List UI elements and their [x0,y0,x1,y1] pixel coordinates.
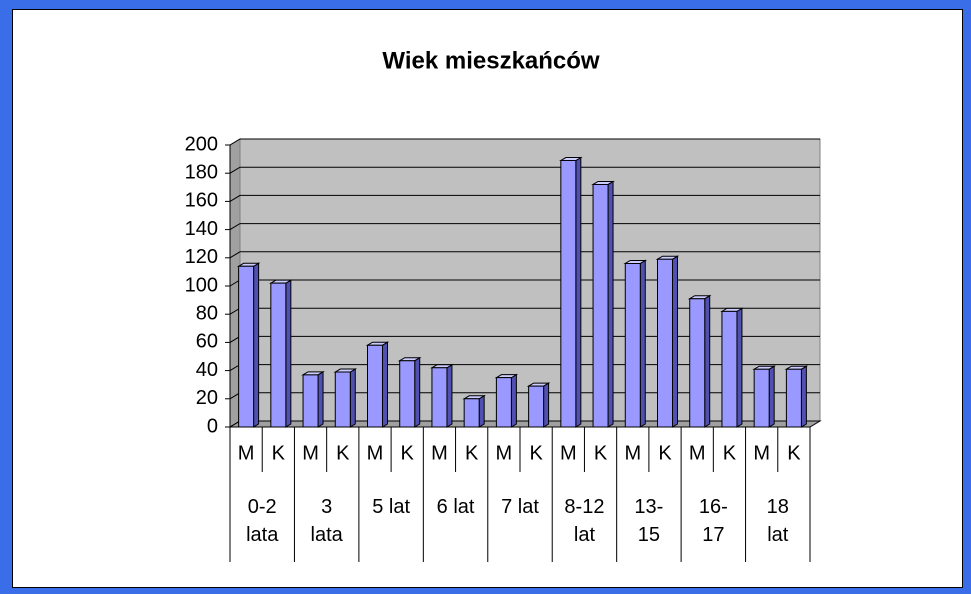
y-tick-label: 60 [196,331,218,353]
bar [591,180,615,428]
bar [526,382,551,428]
x-tick-label: M [560,442,577,464]
bar [655,255,680,428]
y-tick-label: 180 [185,161,218,183]
bar [720,307,744,428]
x-tick-label: K [594,442,608,464]
x-tick-label: K [272,442,286,464]
group-label: 3 lata [310,496,343,546]
group-label: 8-12 lat [564,496,605,546]
x-tick-label: K [658,442,672,464]
x-tick-label: K [529,442,543,464]
bar [269,279,293,428]
group-label: 5 lat [372,496,411,518]
x-tick-label: K [465,442,479,464]
y-tick-label: 160 [185,190,218,212]
bar [559,156,583,428]
y-tick-label: 20 [196,387,218,409]
chart-title: Wiek mieszkańców [382,47,600,74]
x-tick-label: K [723,442,737,464]
x-tick-label: M [367,442,384,464]
bar [430,363,454,428]
grid-line [229,251,820,259]
bar [623,259,648,428]
x-tick-label: M [238,442,255,464]
y-tick-label: 100 [185,274,218,296]
grid-line [229,194,820,202]
y-tick-label: 200 [185,133,218,155]
bar [365,341,390,428]
group-label: 13-15 [634,496,664,546]
x-tick-label: M [753,442,770,464]
y-tick-label: 140 [185,218,218,240]
x-tick-label: K [787,442,801,464]
y-tick-label: 120 [185,246,218,268]
x-tick-label: M [624,442,641,464]
group-label: 0-2 lata [246,496,279,546]
group-label: 16-17 [698,496,728,546]
group-label: 6 lat [436,496,475,518]
bar [301,370,325,428]
bar [397,356,422,428]
bar [333,368,358,428]
x-tick-label: M [496,442,513,464]
x-tick-label: K [401,442,415,464]
group-label: 18 lat [766,496,789,546]
bar [687,294,712,428]
bar [752,365,776,428]
group-label: 7 lat [501,496,539,518]
bar [236,262,261,428]
bar [462,394,486,428]
x-tick-label: M [689,442,706,464]
x-tick-label: M [431,442,448,464]
grid-line [229,223,820,231]
bar [494,373,519,428]
y-tick-label: 40 [196,359,218,381]
grid-line [229,166,820,174]
grid-line [229,138,820,146]
y-tick-label: 80 [196,302,218,324]
x-tick-label: M [302,442,319,464]
bar [784,365,809,428]
y-tick-label: 0 [207,415,218,437]
x-tick-label: K [336,442,350,464]
